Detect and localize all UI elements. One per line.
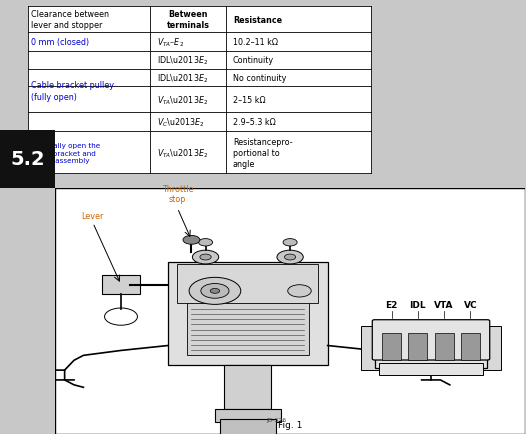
Circle shape [210, 289, 220, 294]
Text: Cable bracket pulley
(fully open): Cable bracket pulley (fully open) [32, 81, 114, 101]
Text: Fig. 1: Fig. 1 [278, 420, 302, 429]
Text: Resistance: Resistance [233, 16, 282, 25]
Text: 2.9–5.3 kΩ: 2.9–5.3 kΩ [233, 118, 276, 127]
Text: IDL: IDL [410, 300, 426, 309]
Bar [461, 333, 480, 360]
Circle shape [285, 254, 296, 260]
Text: IDL\u2013$E_2$: IDL\u2013$E_2$ [157, 72, 208, 85]
Text: Between
terminals: Between terminals [167, 10, 209, 30]
Text: 10.2–11 kΩ: 10.2–11 kΩ [233, 38, 278, 47]
Bar [409, 333, 427, 360]
Circle shape [277, 250, 304, 264]
Circle shape [288, 285, 311, 297]
Bar [483, 326, 501, 370]
Bar [215, 410, 281, 422]
Circle shape [193, 250, 219, 264]
Text: Throttle
stop: Throttle stop [161, 184, 193, 204]
Bar [375, 321, 488, 368]
Text: Lever: Lever [82, 212, 104, 220]
Text: J1B-27P: J1B-27P [462, 368, 483, 373]
Text: VC: VC [463, 300, 477, 309]
Bar [187, 299, 309, 355]
Text: 2–15 kΩ: 2–15 kΩ [233, 95, 266, 105]
Circle shape [198, 239, 213, 247]
Bar [360, 326, 379, 370]
Text: JB-326: JB-326 [266, 417, 286, 422]
Text: Continuity: Continuity [233, 56, 274, 65]
Text: No continuity: No continuity [233, 74, 286, 83]
Bar [102, 275, 140, 295]
Bar [435, 333, 453, 360]
Circle shape [200, 254, 211, 260]
Text: Clearance between
lever and stopper: Clearance between lever and stopper [32, 10, 109, 30]
Bar [220, 419, 276, 434]
Text: Gradually open the
cable bracket and
pulley assembly: Gradually open the cable bracket and pul… [32, 143, 100, 164]
Bar [379, 363, 483, 375]
Text: $V_{TA}$\u2013$E_2$: $V_{TA}$\u2013$E_2$ [157, 94, 208, 106]
Bar [224, 365, 271, 410]
Text: VTA: VTA [434, 300, 454, 309]
Text: 5.2: 5.2 [11, 150, 45, 169]
Circle shape [201, 284, 229, 299]
Text: $V_C$\u2013$E_2$: $V_C$\u2013$E_2$ [157, 116, 205, 129]
Bar [382, 333, 401, 360]
Text: Resistancepro-
portional to
angle: Resistancepro- portional to angle [233, 138, 292, 169]
Text: $V_{TA}$–$E_2$: $V_{TA}$–$E_2$ [157, 36, 184, 49]
Circle shape [283, 239, 297, 247]
Circle shape [189, 278, 241, 305]
FancyBboxPatch shape [372, 320, 490, 360]
Text: IDL\u2013$E_2$: IDL\u2013$E_2$ [157, 55, 208, 67]
Bar [177, 264, 318, 303]
Text: E2: E2 [386, 300, 398, 309]
Bar [168, 262, 328, 365]
Circle shape [183, 236, 200, 245]
Text: $V_{TA}$\u2013$E_2$: $V_{TA}$\u2013$E_2$ [157, 147, 208, 160]
Text: 0 mm (closed): 0 mm (closed) [32, 38, 89, 47]
